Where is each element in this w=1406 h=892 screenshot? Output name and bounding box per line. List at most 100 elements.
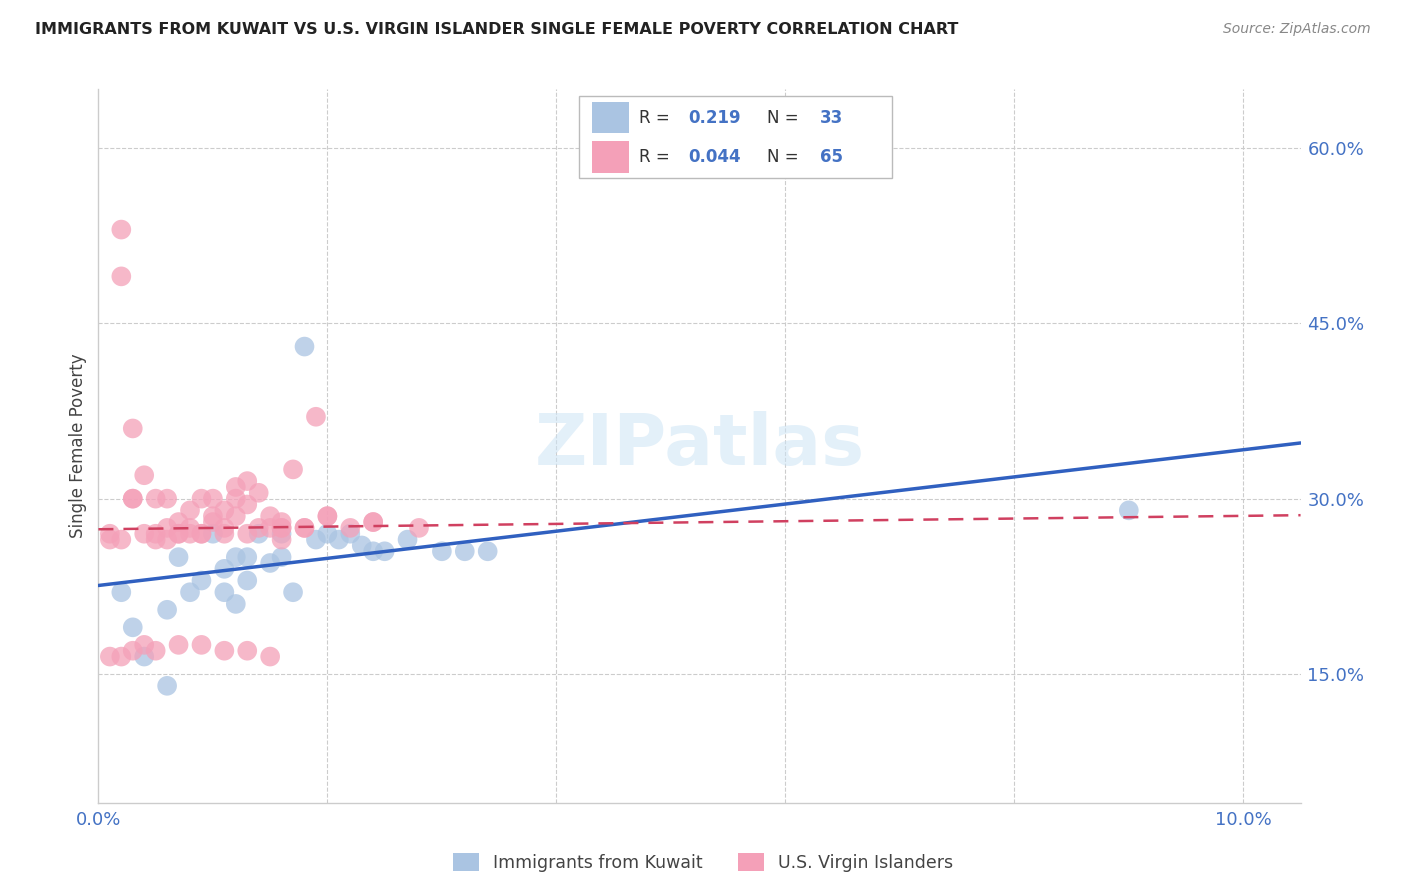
- Point: [167, 638, 190, 652]
- Point: [236, 574, 259, 588]
- Point: [259, 521, 281, 535]
- Y-axis label: Single Female Poverty: Single Female Poverty: [69, 354, 87, 538]
- Point: [156, 533, 179, 547]
- Point: [339, 526, 361, 541]
- Point: [259, 649, 281, 664]
- Point: [225, 550, 247, 565]
- Point: [121, 491, 143, 506]
- Point: [145, 491, 167, 506]
- Point: [110, 649, 132, 664]
- Text: ZIPatlas: ZIPatlas: [534, 411, 865, 481]
- Point: [145, 526, 167, 541]
- Point: [156, 491, 179, 506]
- Point: [247, 526, 270, 541]
- Point: [167, 515, 190, 529]
- Point: [110, 585, 132, 599]
- Point: [430, 544, 453, 558]
- Point: [179, 585, 201, 599]
- Point: [190, 638, 212, 652]
- Point: [121, 620, 143, 634]
- Point: [201, 526, 224, 541]
- Point: [339, 521, 361, 535]
- Point: [156, 679, 179, 693]
- Point: [247, 521, 270, 535]
- Point: [134, 638, 156, 652]
- Point: [350, 538, 373, 552]
- Point: [110, 269, 132, 284]
- Point: [134, 649, 156, 664]
- Point: [225, 597, 247, 611]
- Point: [134, 468, 156, 483]
- Point: [214, 521, 236, 535]
- Point: [225, 480, 247, 494]
- Point: [477, 544, 499, 558]
- Point: [214, 644, 236, 658]
- Point: [201, 515, 224, 529]
- Point: [145, 533, 167, 547]
- Point: [121, 421, 143, 435]
- Point: [374, 544, 396, 558]
- Point: [121, 644, 143, 658]
- Point: [134, 526, 156, 541]
- Point: [270, 550, 292, 565]
- Point: [236, 498, 259, 512]
- Point: [156, 521, 179, 535]
- Point: [454, 544, 477, 558]
- Point: [201, 509, 224, 524]
- Point: [270, 533, 292, 547]
- Point: [259, 509, 281, 524]
- Point: [236, 474, 259, 488]
- Point: [190, 574, 212, 588]
- Point: [305, 533, 328, 547]
- Point: [316, 509, 339, 524]
- Point: [98, 526, 121, 541]
- Point: [316, 526, 339, 541]
- Point: [294, 521, 316, 535]
- Point: [236, 644, 259, 658]
- Point: [179, 503, 201, 517]
- Point: [98, 649, 121, 664]
- Point: [270, 521, 292, 535]
- Point: [361, 515, 384, 529]
- Point: [190, 526, 212, 541]
- Point: [214, 526, 236, 541]
- Point: [259, 556, 281, 570]
- Point: [110, 533, 132, 547]
- Text: Source: ZipAtlas.com: Source: ZipAtlas.com: [1223, 22, 1371, 37]
- Point: [98, 533, 121, 547]
- Point: [167, 526, 190, 541]
- Text: IMMIGRANTS FROM KUWAIT VS U.S. VIRGIN ISLANDER SINGLE FEMALE POVERTY CORRELATION: IMMIGRANTS FROM KUWAIT VS U.S. VIRGIN IS…: [35, 22, 959, 37]
- Point: [305, 409, 328, 424]
- Point: [1118, 503, 1140, 517]
- Point: [190, 526, 212, 541]
- Point: [214, 585, 236, 599]
- Point: [225, 509, 247, 524]
- Point: [270, 521, 292, 535]
- Point: [270, 526, 292, 541]
- Point: [110, 222, 132, 236]
- Point: [156, 603, 179, 617]
- Point: [281, 462, 304, 476]
- Point: [167, 550, 190, 565]
- Point: [236, 526, 259, 541]
- Point: [179, 521, 201, 535]
- Point: [214, 503, 236, 517]
- Point: [121, 491, 143, 506]
- Point: [145, 644, 167, 658]
- Point: [281, 585, 304, 599]
- Point: [225, 491, 247, 506]
- Point: [201, 491, 224, 506]
- Point: [396, 533, 419, 547]
- Point: [294, 521, 316, 535]
- Point: [167, 526, 190, 541]
- Point: [247, 485, 270, 500]
- Legend: Immigrants from Kuwait, U.S. Virgin Islanders: Immigrants from Kuwait, U.S. Virgin Isla…: [446, 847, 960, 879]
- Point: [361, 515, 384, 529]
- Point: [294, 340, 316, 354]
- Point: [328, 533, 350, 547]
- Point: [270, 515, 292, 529]
- Point: [190, 491, 212, 506]
- Point: [214, 562, 236, 576]
- Point: [179, 526, 201, 541]
- Point: [236, 550, 259, 565]
